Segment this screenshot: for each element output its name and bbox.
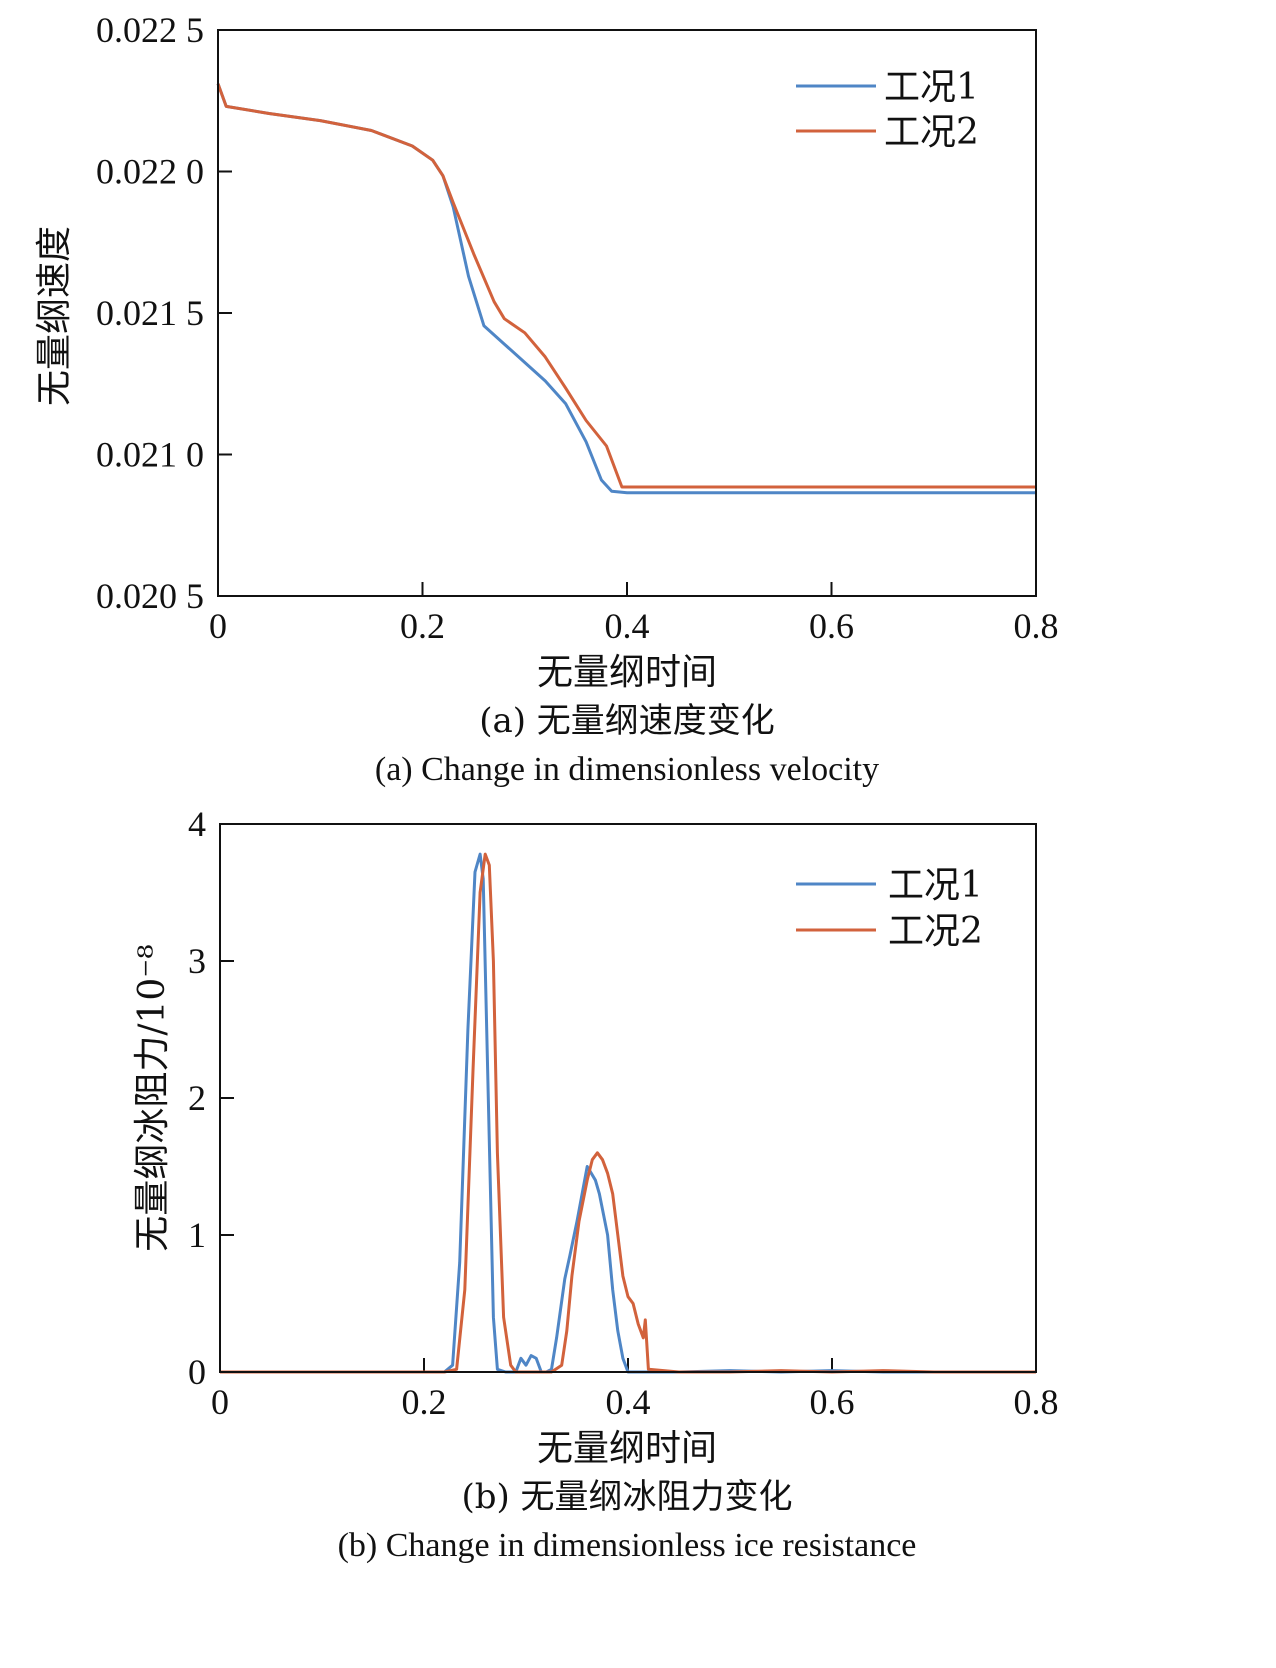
velocity-tick-labels: 0 0.2 0.4 0.6 0.8 0.020 5 0.021 0 0.021 5 0.022 … [96, 10, 1059, 646]
velocity-y-tick-label: 0.020 5 [96, 576, 204, 616]
velocity-x-tick-label: 0.4 [605, 606, 650, 646]
velocity-y-tick-label: 0.021 5 [96, 293, 204, 333]
resistance-y-tick-label: 0 [188, 1352, 206, 1392]
velocity-y-tick-label: 0.021 0 [96, 435, 204, 475]
resistance-axis-ticks [219, 823, 1037, 1373]
resistance-y-tick-label: 3 [188, 941, 206, 981]
resistance-x-tick-label: 0.6 [810, 1382, 855, 1422]
resistance-plot-frame [219, 823, 1037, 1373]
resistance-y-tick-label: 2 [188, 1078, 206, 1118]
velocity-y-axis-title: 无量纲速度 [34, 226, 75, 406]
velocity-plot-frame [217, 29, 1037, 597]
resistance-x-tick-label: 0.8 [1014, 1382, 1059, 1422]
velocity-series-lines [216, 83, 1036, 495]
resistance-chart: 0 0.2 0.4 0.6 0.8 0 1 2 3 4 工况1 工况2 无量纲时间 无量纲冰阻力/… [132, 804, 1059, 1564]
legend-label-series1: 工况1 [884, 67, 979, 108]
legend-label-series1: 工况1 [888, 865, 983, 906]
velocity-caption-cn: (a) 无量纲速度变化 [479, 701, 775, 741]
resistance-caption-cn: (b) 无量纲冰阻力变化 [461, 1477, 792, 1517]
resistance-legend: 工况1 工况2 [796, 865, 983, 952]
velocity-chart: 0 0.2 0.4 0.6 0.8 0.020 5 0.021 0 0.021 5 0.022 … [34, 10, 1059, 788]
velocity-x-tick-label: 0 [209, 606, 227, 646]
resistance-x-axis-title: 无量纲时间 [537, 1428, 717, 1469]
resistance-y-axis-title: 无量纲冰阻力/10⁻⁸ [132, 944, 173, 1251]
velocity-series-line-2 [216, 83, 1036, 489]
velocity-x-axis-title: 无量纲时间 [537, 652, 717, 693]
resistance-series-line-2 [220, 852, 1036, 1374]
velocity-caption-en: (a) Change in dimensionless velocity [375, 751, 879, 788]
resistance-x-tick-label: 0.4 [606, 1382, 651, 1422]
resistance-x-tick-label: 0.2 [402, 1382, 447, 1422]
legend-label-series2: 工况2 [888, 911, 983, 952]
velocity-x-tick-label: 0.8 [1014, 606, 1059, 646]
velocity-legend: 工况1 工况2 [796, 67, 979, 153]
velocity-y-tick-label: 0.022 0 [96, 152, 204, 192]
resistance-y-tick-label: 1 [188, 1215, 206, 1255]
legend-label-series2: 工况2 [884, 112, 979, 153]
velocity-y-tick-label: 0.022 5 [96, 10, 204, 50]
resistance-y-tick-label: 4 [188, 804, 206, 844]
velocity-x-tick-label: 0.2 [400, 606, 445, 646]
resistance-x-tick-label: 0 [211, 1382, 229, 1422]
resistance-caption-en: (b) Change in dimensionless ice resistan… [338, 1527, 917, 1564]
resistance-tick-labels: 0 0.2 0.4 0.6 0.8 0 1 2 3 4 [188, 804, 1059, 1422]
velocity-x-tick-label: 0.6 [809, 606, 854, 646]
